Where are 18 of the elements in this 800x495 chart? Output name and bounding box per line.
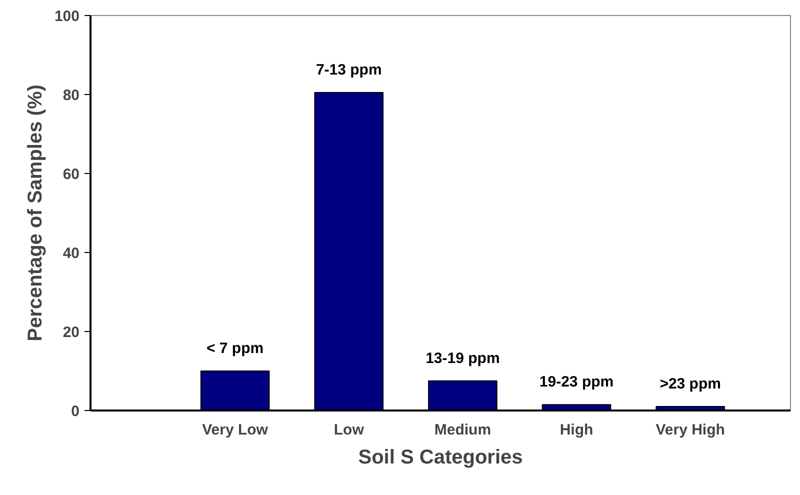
annotation: 13-19 ppm bbox=[426, 350, 500, 367]
y-tick-label: 40 bbox=[62, 245, 80, 262]
y-tick-label: 60 bbox=[62, 166, 80, 183]
y-tick-label: 100 bbox=[54, 8, 80, 25]
x-axis-title: Soil S Categories bbox=[358, 446, 523, 468]
annotation: 19-23 ppm bbox=[539, 374, 614, 391]
annotation: 7-13 ppm bbox=[316, 62, 382, 79]
x-tick-label: Low bbox=[334, 422, 364, 438]
y-tick-label: 80 bbox=[62, 87, 80, 104]
y-tick-label: 0 bbox=[71, 403, 80, 420]
annotation: < 7 ppm bbox=[206, 340, 264, 357]
x-tick-label: Very Low bbox=[202, 422, 268, 438]
y-axis-title: Percentage of Samples (%) bbox=[24, 84, 46, 342]
x-tick-label: Medium bbox=[434, 422, 492, 438]
annotation: >23 ppm bbox=[660, 376, 721, 393]
y-tick-label: 20 bbox=[62, 324, 80, 341]
x-tick-label: Very High bbox=[656, 422, 725, 438]
x-tick-label: High bbox=[560, 422, 594, 438]
